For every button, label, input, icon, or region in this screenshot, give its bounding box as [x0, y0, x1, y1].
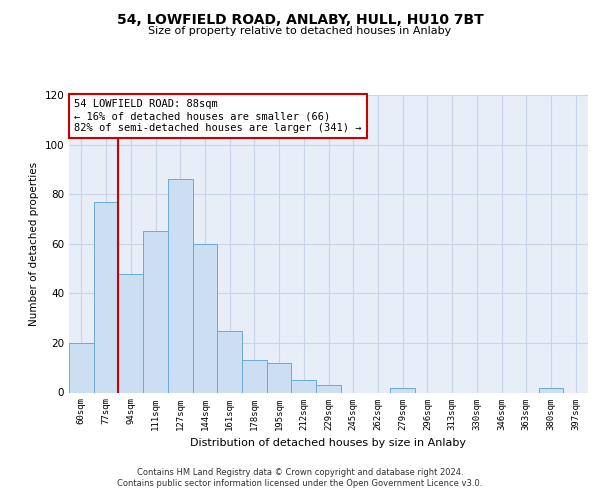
Y-axis label: Number of detached properties: Number of detached properties	[29, 162, 39, 326]
Bar	[292, 380, 316, 392]
Bar	[539, 388, 563, 392]
X-axis label: Distribution of detached houses by size in Anlaby: Distribution of detached houses by size …	[191, 438, 467, 448]
Text: 54 LOWFIELD ROAD: 88sqm
← 16% of detached houses are smaller (66)
82% of semi-de: 54 LOWFIELD ROAD: 88sqm ← 16% of detache…	[74, 100, 362, 132]
Bar	[118, 274, 143, 392]
Bar	[242, 360, 267, 392]
Bar	[143, 232, 168, 392]
Text: Contains HM Land Registry data © Crown copyright and database right 2024.
Contai: Contains HM Land Registry data © Crown c…	[118, 468, 482, 487]
Text: 54, LOWFIELD ROAD, ANLABY, HULL, HU10 7BT: 54, LOWFIELD ROAD, ANLABY, HULL, HU10 7B…	[116, 12, 484, 26]
Bar	[193, 244, 217, 392]
Bar	[390, 388, 415, 392]
Bar	[94, 202, 118, 392]
Bar	[217, 330, 242, 392]
Bar	[168, 180, 193, 392]
Bar	[69, 343, 94, 392]
Bar	[267, 363, 292, 392]
Text: Size of property relative to detached houses in Anlaby: Size of property relative to detached ho…	[148, 26, 452, 36]
Bar	[316, 385, 341, 392]
